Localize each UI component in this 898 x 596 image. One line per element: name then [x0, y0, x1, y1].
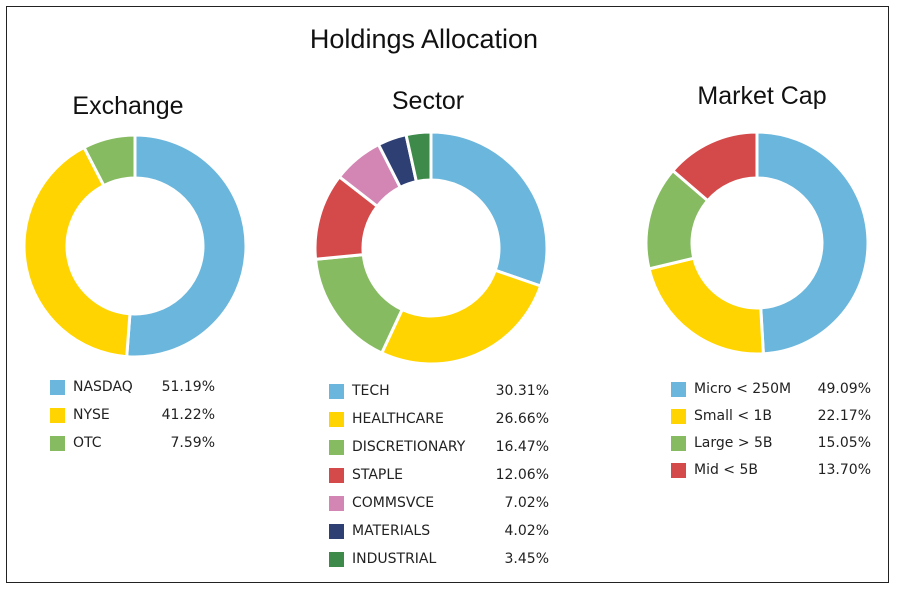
legend-value: 4.02%	[504, 523, 549, 539]
legend-swatch	[329, 412, 344, 427]
legend-label: MATERIALS	[352, 523, 431, 539]
legend-swatch	[329, 468, 344, 483]
legend-swatch	[329, 552, 344, 567]
legend-value: 22.17%	[817, 408, 871, 424]
legend-value: 7.59%	[170, 435, 215, 451]
legend-label: Large > 5B	[694, 435, 773, 451]
legend-label: NYSE	[73, 407, 110, 423]
legend-value: 30.31%	[495, 383, 549, 399]
legend-swatch	[50, 408, 65, 423]
legend-swatch	[329, 440, 344, 455]
legend-swatch	[671, 463, 686, 478]
slice-mid-5b	[670, 130, 759, 203]
legend-label: OTC	[73, 435, 102, 451]
legend-item-small-1b: Small < 1B 22.17%	[671, 409, 876, 427]
slice-nasdaq	[125, 133, 248, 359]
legend-swatch	[329, 524, 344, 539]
legend-item-large-5b: Large > 5B 15.05%	[671, 436, 876, 454]
legend-label: HEALTHCARE	[352, 411, 444, 427]
legend-item-industrial: INDUSTRIAL 3.45%	[329, 552, 554, 570]
legend-swatch	[50, 436, 65, 451]
market-cap-chart-title: Market Cap	[697, 82, 827, 110]
legend-item-mid-5b: Mid < 5B 13.70%	[671, 463, 876, 481]
slice-healthcare	[379, 268, 543, 366]
slice-micro-250m	[755, 130, 870, 356]
legend-swatch	[671, 409, 686, 424]
legend-value: 12.06%	[495, 467, 549, 483]
slice-nyse	[22, 145, 132, 359]
legend-label: NASDAQ	[73, 379, 133, 395]
legend-value: 7.02%	[504, 495, 549, 511]
legend-value: 3.45%	[504, 551, 549, 567]
legend-item-healthcare: HEALTHCARE 26.66%	[329, 412, 554, 430]
legend-item-nasdaq: NASDAQ 51.19%	[50, 380, 220, 398]
slice-otc	[82, 133, 137, 188]
legend-label: TECH	[352, 383, 390, 399]
legend-label: COMMSVCE	[352, 495, 435, 511]
slice-industrial	[404, 130, 433, 184]
legend-label: DISCRETIONARY	[352, 439, 466, 455]
legend-value: 51.19%	[161, 379, 215, 395]
legend-label: Small < 1B	[694, 408, 773, 424]
legend-item-commsvce: COMMSVCE 7.02%	[329, 496, 554, 514]
legend-item-tech: TECH 30.31%	[329, 384, 554, 402]
legend-value: 15.05%	[817, 435, 871, 451]
sector-chart-title: Sector	[391, 87, 465, 115]
legend-swatch	[671, 382, 686, 397]
legend-item-staple: STAPLE 12.06%	[329, 468, 554, 486]
legend-item-materials: MATERIALS 4.02%	[329, 524, 554, 542]
legend-value: 26.66%	[495, 411, 549, 427]
legend-label: Mid < 5B	[694, 462, 758, 478]
legend-label: INDUSTRIAL	[352, 551, 437, 567]
legend-item-micro-250m: Micro < 250M 49.09%	[671, 382, 876, 400]
legend-label: Micro < 250M	[694, 381, 792, 397]
legend-item-otc: OTC 7.59%	[50, 436, 220, 454]
chart-frame	[6, 6, 889, 583]
slice-small-1b	[647, 256, 765, 356]
legend-swatch	[329, 496, 344, 511]
slice-tech	[429, 130, 549, 288]
legend-label: STAPLE	[352, 467, 404, 483]
legend-item-nyse: NYSE 41.22%	[50, 408, 220, 426]
legend-value: 16.47%	[495, 439, 549, 455]
page-title: Holdings Allocation	[309, 24, 539, 54]
legend-value: 41.22%	[161, 407, 215, 423]
legend-swatch	[671, 436, 686, 451]
legend-swatch	[329, 384, 344, 399]
legend-value: 13.70%	[817, 462, 871, 478]
exchange-chart-title: Exchange	[72, 92, 184, 120]
legend-swatch	[50, 380, 65, 395]
legend-item-discretionary: DISCRETIONARY 16.47%	[329, 440, 554, 458]
legend-value: 49.09%	[817, 381, 871, 397]
